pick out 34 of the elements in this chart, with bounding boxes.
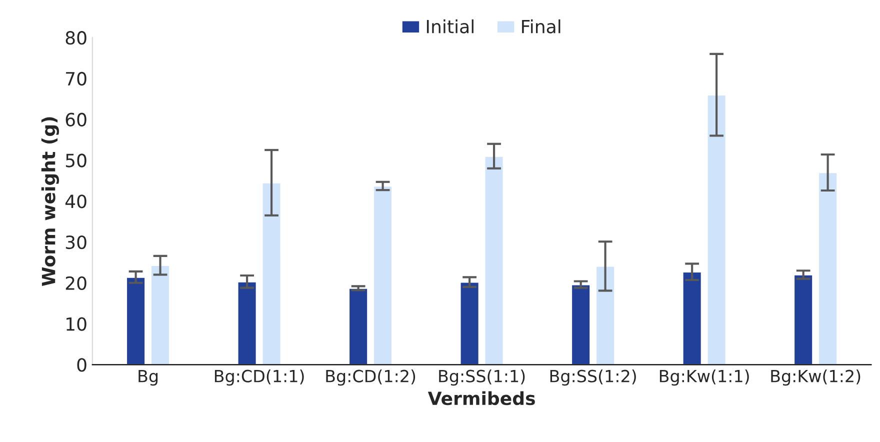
y-tick-label: 20 [66,276,86,290]
x-tick-label: Bg:CD(1:2) [326,370,416,386]
bar [570,284,591,365]
bar [236,280,258,365]
legend-label: Final [522,19,560,34]
bar [595,265,616,365]
bar [818,172,838,365]
bar [261,182,282,365]
x-tick-label: Bg:SS(1:1) [439,370,525,386]
y-tick-label: 80 [66,31,86,45]
x-tick-label: Bg [138,370,158,386]
bar [126,276,146,365]
x-tick-label: Bg:CD(1:1) [214,370,304,386]
x-tick-label: Bg:Kw(1:2) [771,370,860,386]
x-tick-label: Bg:SS(1:2) [550,370,636,386]
legend-label: Initial [426,19,474,34]
bar [150,264,170,365]
bar [372,185,393,365]
bar [459,281,480,365]
bar [484,155,504,365]
y-tick-label: 30 [66,235,86,250]
y-axis-title: Worm weight (g) [41,117,60,286]
y-tick-label: 10 [66,317,86,331]
y-tick-label: 0 [77,358,86,372]
y-tick-label: 50 [66,154,86,168]
bar [348,288,368,365]
bar [682,271,702,365]
y-tick-label: 70 [66,72,86,86]
bar [793,274,814,365]
bar [706,94,727,365]
x-axis-title: Vermibeds [428,391,535,406]
x-tick-label: Bg:Kw(1:1) [660,370,749,386]
y-tick-label: 40 [65,194,86,208]
y-tick-label: 60 [66,112,86,126]
